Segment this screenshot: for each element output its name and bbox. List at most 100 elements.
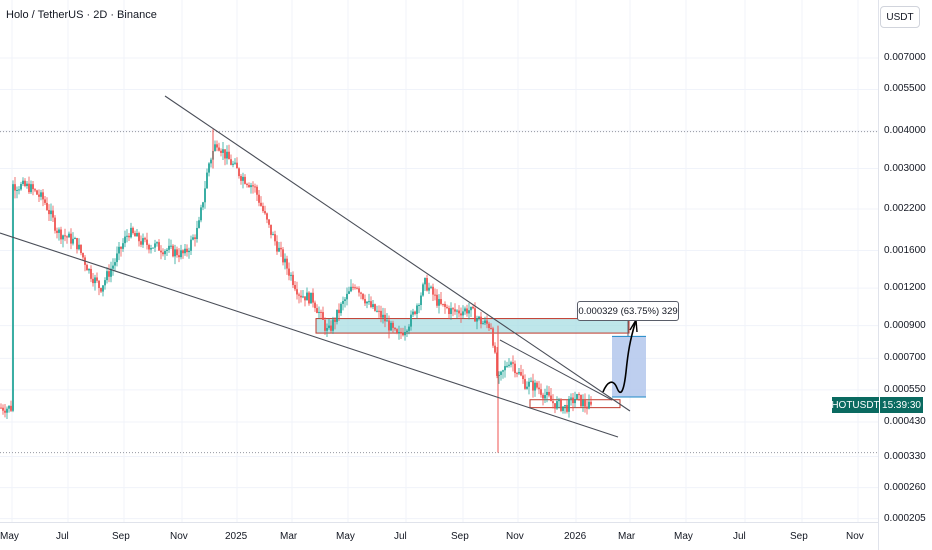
currency-button[interactable]: USDT: [880, 6, 920, 28]
candle-body: [560, 399, 562, 411]
trendlines[interactable]: [0, 95, 631, 438]
candle-body: [352, 286, 354, 288]
candle-body: [484, 320, 486, 324]
candle-body: [460, 313, 462, 316]
candle-body: [132, 227, 134, 234]
candle-body: [294, 285, 296, 290]
candle-body: [558, 399, 560, 402]
candle-body: [106, 271, 108, 281]
candle-body: [298, 294, 300, 296]
candle-body: [116, 253, 118, 263]
candle-body: [122, 243, 124, 249]
candle-body: [188, 250, 190, 253]
time-tick-label: Sep: [790, 531, 808, 542]
candle-body: [378, 310, 380, 312]
candle-body: [340, 303, 342, 314]
candle-body: [470, 306, 472, 311]
candle-body: [36, 190, 38, 195]
time-tick-label: Nov: [170, 531, 188, 542]
candle-body: [98, 280, 100, 288]
candle-body: [316, 308, 318, 313]
candle-body: [0, 407, 2, 409]
candle-body: [474, 308, 476, 322]
candle-body: [160, 250, 162, 253]
resistance-zone[interactable]: [315, 318, 630, 334]
candle-body: [238, 168, 240, 177]
candle-body: [446, 306, 448, 308]
candle-body: [366, 301, 368, 304]
candle-body: [542, 394, 544, 399]
candle-body: [324, 319, 326, 331]
candle-body: [452, 308, 454, 310]
candle-body: [94, 277, 96, 284]
candle-body: [496, 352, 498, 376]
candle-body: [114, 262, 116, 266]
candle-body: [534, 382, 536, 391]
candle-body: [202, 202, 204, 208]
candle-body: [68, 233, 70, 238]
candle-body: [578, 394, 580, 396]
candle-body: [180, 250, 182, 258]
candle-body: [544, 395, 546, 399]
candle-body: [70, 233, 72, 244]
channel-line[interactable]: [499, 339, 613, 401]
candle-body: [464, 308, 466, 312]
candle-body: [284, 258, 286, 263]
candle-body: [172, 245, 174, 257]
candle-body: [240, 176, 242, 181]
candle-body: [154, 243, 156, 248]
candle-body: [24, 180, 26, 187]
candle-body: [574, 398, 576, 404]
candle-body: [516, 373, 518, 375]
candle-body: [572, 397, 574, 404]
candle-body: [16, 189, 18, 191]
candle-body: [222, 149, 224, 153]
candle-body: [468, 310, 470, 314]
candle-body: [102, 285, 104, 292]
candle-body: [246, 183, 248, 185]
candle-body: [334, 319, 336, 322]
candle-body: [88, 268, 90, 271]
time-tick-label: 2026: [564, 531, 587, 542]
candle-body: [80, 244, 82, 254]
candle-body: [394, 327, 396, 330]
candle-body: [550, 395, 552, 402]
candle-body: [350, 286, 352, 292]
price-tick-label: 0.003000: [884, 162, 926, 174]
candle-body: [498, 374, 500, 376]
candle-body: [186, 248, 188, 253]
candle-body: [26, 183, 28, 187]
candle-body: [86, 264, 88, 271]
candle-body: [178, 255, 180, 258]
candle-body: [46, 202, 48, 211]
candle-body: [328, 325, 330, 328]
candle-body: [396, 329, 398, 334]
candle-body: [382, 314, 384, 318]
candle-body: [306, 292, 308, 301]
candle-body: [104, 280, 106, 286]
price-tick-label: 0.001600: [884, 244, 926, 256]
candle-body: [50, 210, 52, 215]
candle-body: [108, 271, 110, 277]
zones: [315, 318, 630, 409]
candle-body: [304, 296, 306, 301]
time-tick-label: Sep: [451, 531, 469, 542]
price-tick-label: 0.000700: [884, 352, 926, 364]
candle-body: [312, 292, 314, 303]
candle-body: [190, 239, 192, 251]
candle-body: [266, 213, 268, 220]
candle-body: [362, 293, 364, 300]
candle-body: [356, 287, 358, 289]
candle-body: [64, 235, 66, 237]
upper-trendline[interactable]: [164, 95, 631, 412]
candle-body: [220, 150, 222, 153]
candle-body: [346, 293, 348, 300]
candle-body: [280, 247, 282, 250]
candle-body: [348, 291, 350, 294]
candle-body: [504, 366, 506, 371]
candle-body: [8, 405, 10, 409]
candle-body: [360, 292, 362, 294]
lower-trendline[interactable]: [0, 232, 619, 438]
candle-body: [78, 244, 80, 250]
